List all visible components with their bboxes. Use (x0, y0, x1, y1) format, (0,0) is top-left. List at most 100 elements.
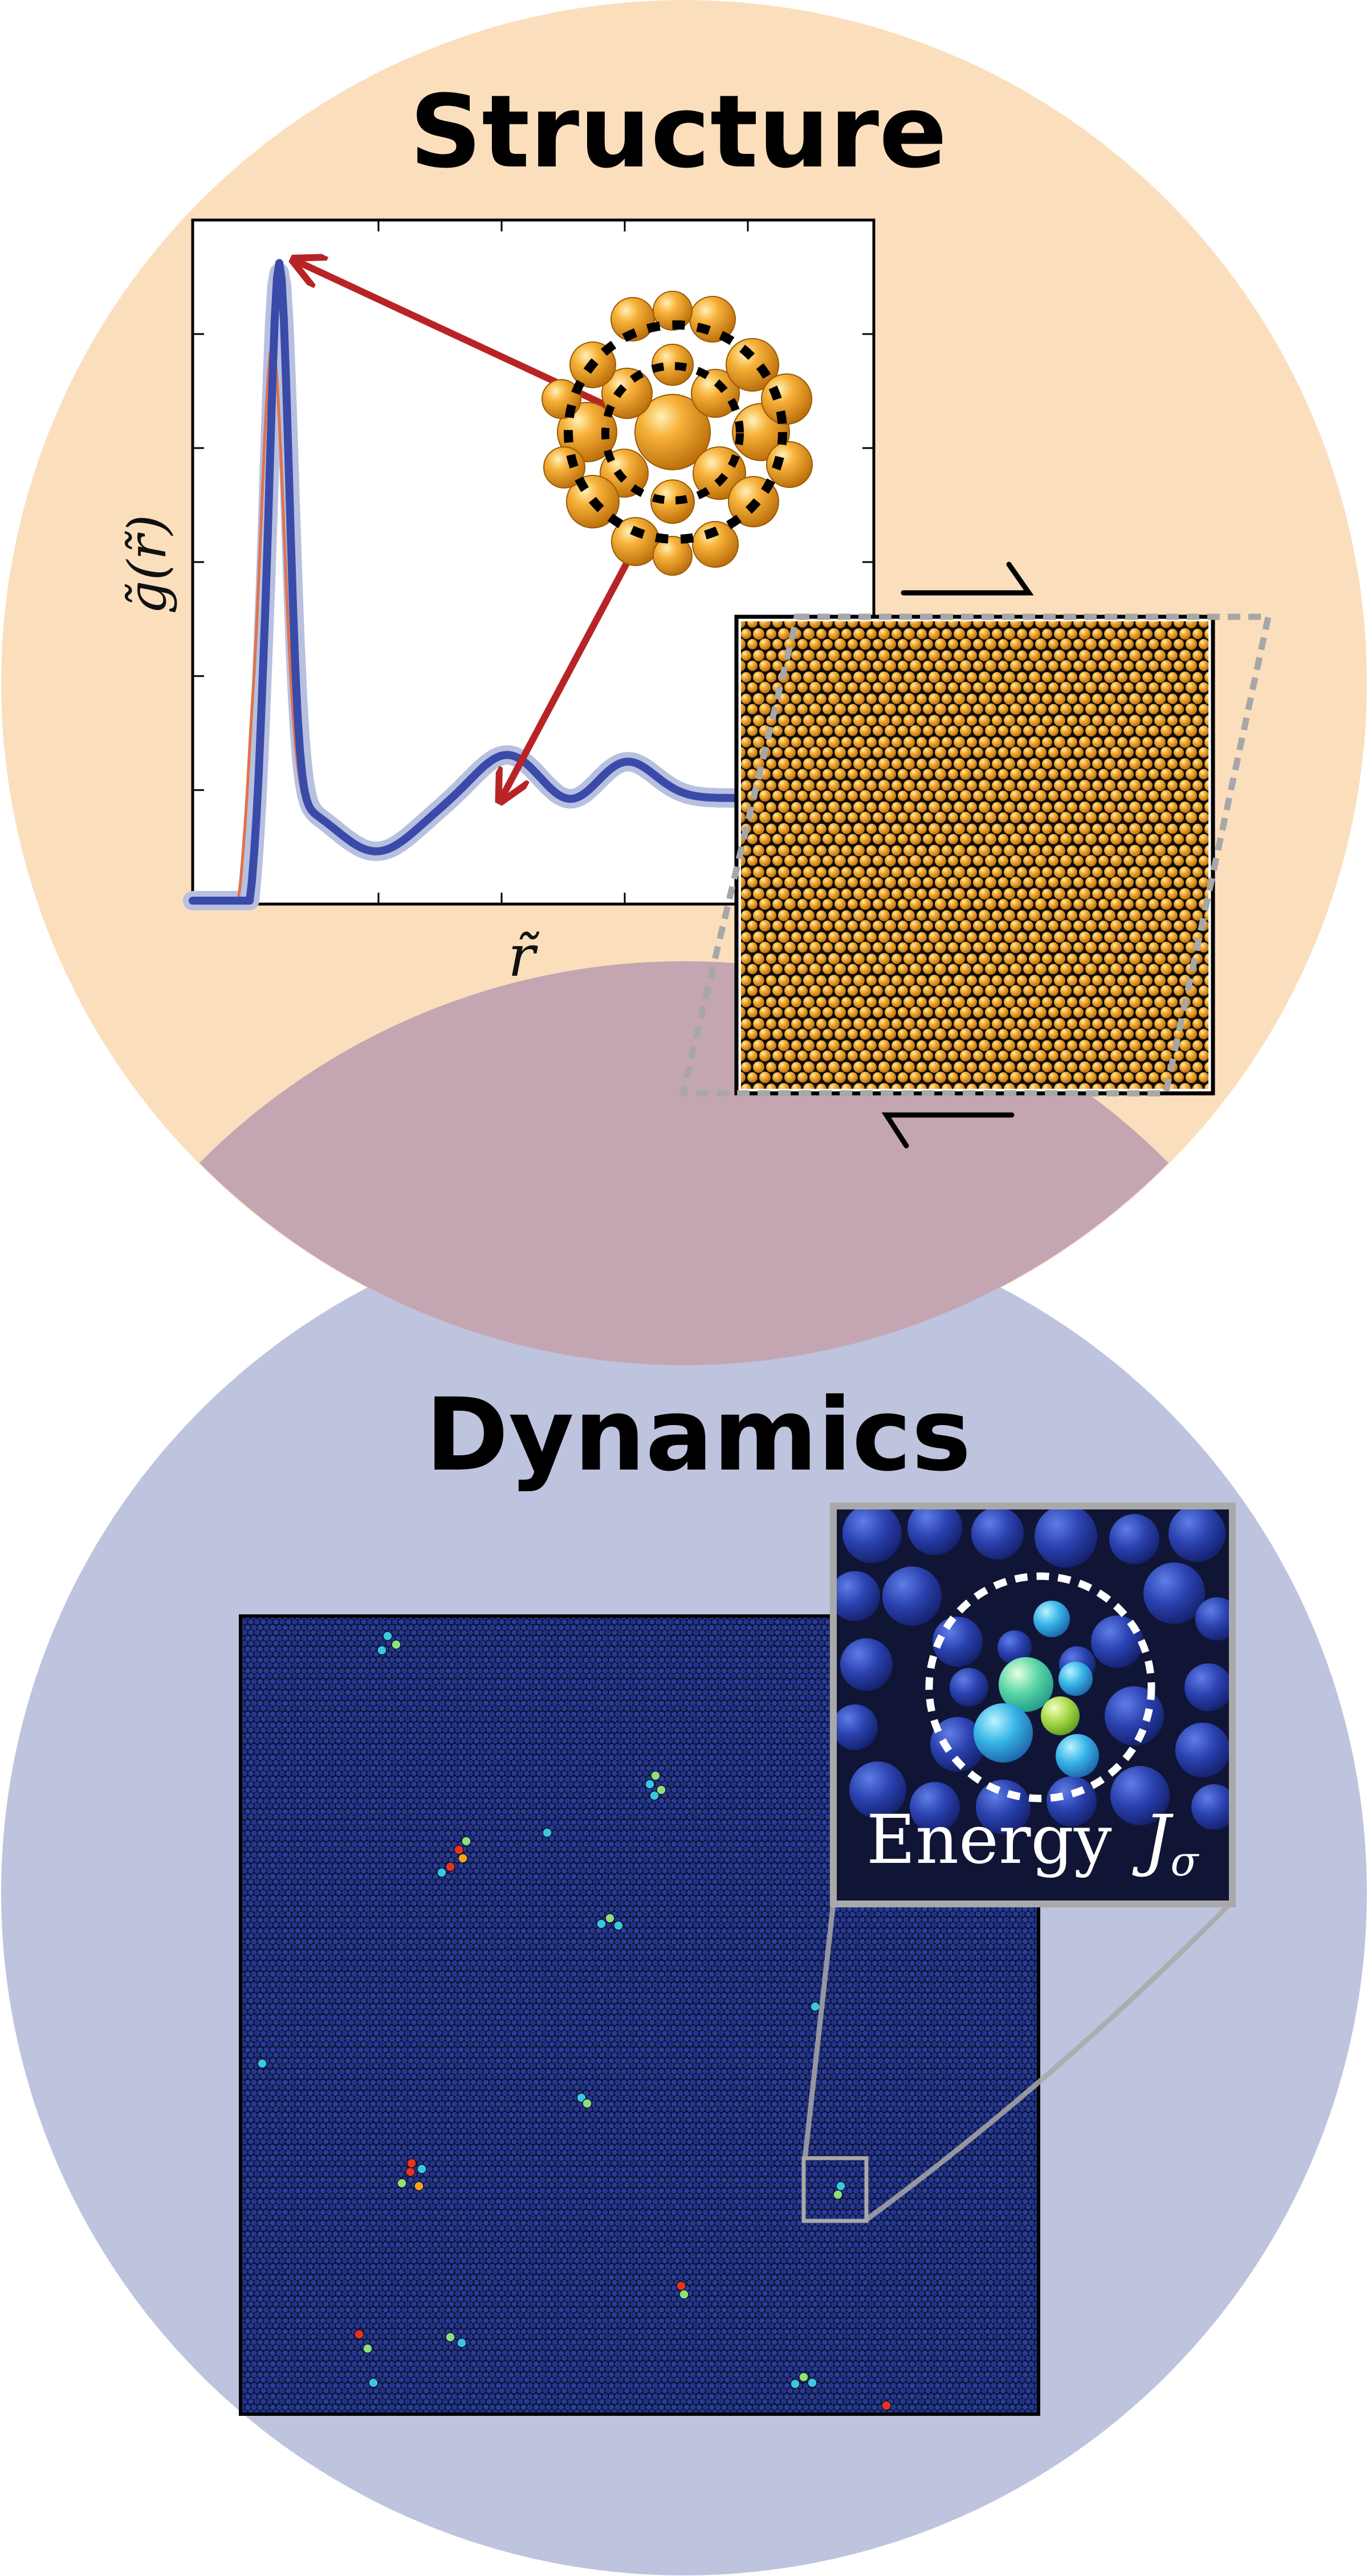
hotspot-particle (445, 2332, 455, 2342)
cluster-particle (653, 536, 693, 576)
inset-particle (1184, 1663, 1229, 1711)
zoom-connector (802, 1902, 1232, 2222)
rdf-blue-curve (189, 259, 744, 905)
hotspot-particle (613, 1920, 624, 1931)
hotspot-particle (833, 2190, 843, 2200)
hotspot-particle (454, 1845, 464, 1855)
hotspot-particle (656, 1785, 666, 1795)
sheared-box (679, 613, 1272, 1097)
hotspot-particle (391, 1639, 401, 1650)
arrow-icon (502, 548, 636, 798)
hotspot-particle (645, 1779, 655, 1789)
inset-particle (1056, 1734, 1099, 1777)
inset-particle (842, 1509, 902, 1563)
cluster-particle (761, 373, 812, 425)
inset-particle (997, 1630, 1032, 1665)
shear-arrow-bottom-icon (881, 1112, 1015, 1149)
inset-particle (1033, 1601, 1070, 1637)
hotspot-particle (542, 1828, 552, 1838)
inset-particle (971, 1509, 1024, 1560)
inset-particle (1035, 1509, 1097, 1568)
hotspot-particle (676, 2281, 686, 2291)
inset-particle (1175, 1723, 1229, 1777)
inset-particle (950, 1668, 988, 1707)
inset-particle (1058, 1662, 1093, 1696)
inset-particle (1143, 1562, 1205, 1624)
inset-dashed-circle (925, 1572, 1155, 1802)
inset-particle (933, 1617, 983, 1667)
hotspot-particle (807, 2378, 817, 2388)
x-axis-label: r̃ (508, 923, 540, 990)
hotspot-particle (368, 2378, 378, 2388)
cluster-particle (692, 521, 739, 568)
inset-particle (1105, 1686, 1164, 1745)
inset-particle (1047, 1776, 1097, 1826)
inset-particle (907, 1509, 962, 1555)
inset-particle (1110, 1766, 1170, 1825)
hotspot-particle (437, 1867, 447, 1878)
hotspot-particle (881, 2400, 891, 2411)
hotspot-particle (405, 2167, 416, 2177)
shear-arrow-top-icon (901, 561, 1034, 596)
structure-title: Structure (410, 74, 947, 190)
hotspot-particle (377, 1645, 387, 1655)
y-axis-label: g̃(r̃) (117, 515, 178, 615)
inset-particle (999, 1657, 1053, 1712)
packing-snapshot (679, 561, 1272, 1149)
inner-dashed-circle (601, 362, 744, 504)
cluster-particle (610, 297, 655, 341)
inset-particle (1195, 1597, 1229, 1641)
y-ticks (193, 333, 874, 791)
inset-particle (1191, 1784, 1229, 1830)
dashed-circle-icon (564, 320, 787, 544)
x-ticks (377, 220, 749, 904)
cluster-particle (726, 338, 779, 392)
inset-particle (849, 1761, 906, 1818)
hotspot-particle (414, 2181, 424, 2191)
hotspot-particle (363, 2343, 373, 2354)
cluster-particle (653, 291, 693, 331)
hotspot-particle (596, 1919, 606, 1929)
hotspot-particle (582, 2098, 592, 2109)
hotspot-particle (458, 1853, 468, 1863)
hotspot-particle (649, 1790, 659, 1801)
inset-particle (837, 1704, 878, 1750)
inset-particle (930, 1717, 985, 1772)
inset-particle (840, 1638, 893, 1691)
hotspot-particle (650, 1771, 661, 1781)
inset-particle (837, 1571, 880, 1621)
inset-particle (974, 1703, 1033, 1763)
inset-particle (882, 1566, 942, 1626)
hotspot-particle (406, 2158, 417, 2168)
inset-particle (1109, 1514, 1159, 1564)
hotspots (257, 1631, 891, 2411)
hotspot-particle (799, 2372, 809, 2382)
hotspot-particle (397, 2178, 407, 2188)
hotspot-particle (810, 2001, 820, 2012)
cluster-particle (650, 479, 695, 524)
hotspot-particle (605, 1913, 615, 1923)
cluster-particle (601, 368, 653, 419)
cluster-particle (766, 441, 813, 488)
hotspot-particle (457, 2338, 467, 2348)
dynamics-title: Dynamics (425, 1377, 971, 1493)
inset-particle (1041, 1696, 1080, 1735)
zoom-inset: Energy Jσ (830, 1503, 1236, 1907)
hotspot-particle (382, 1631, 393, 1641)
zoom-source-box (801, 2156, 869, 2223)
hotspot-particle (790, 2379, 800, 2389)
inset-energy-label: Energy Jσ (866, 1800, 1199, 1885)
hotspot-particle (354, 2329, 364, 2339)
hotspot-particle (836, 2181, 846, 2191)
inset-particle (910, 1782, 960, 1832)
cluster-particle (652, 344, 694, 386)
hotspot-particle (679, 2289, 689, 2300)
cluster-particle (634, 394, 711, 470)
hotspot-particle (257, 2058, 267, 2069)
hotspot-particle (417, 2164, 427, 2174)
inset-particle (1168, 1509, 1226, 1562)
cluster-particle (691, 369, 740, 418)
hotspot-particle (461, 1836, 471, 1846)
hotspot-particle (445, 1862, 455, 1872)
